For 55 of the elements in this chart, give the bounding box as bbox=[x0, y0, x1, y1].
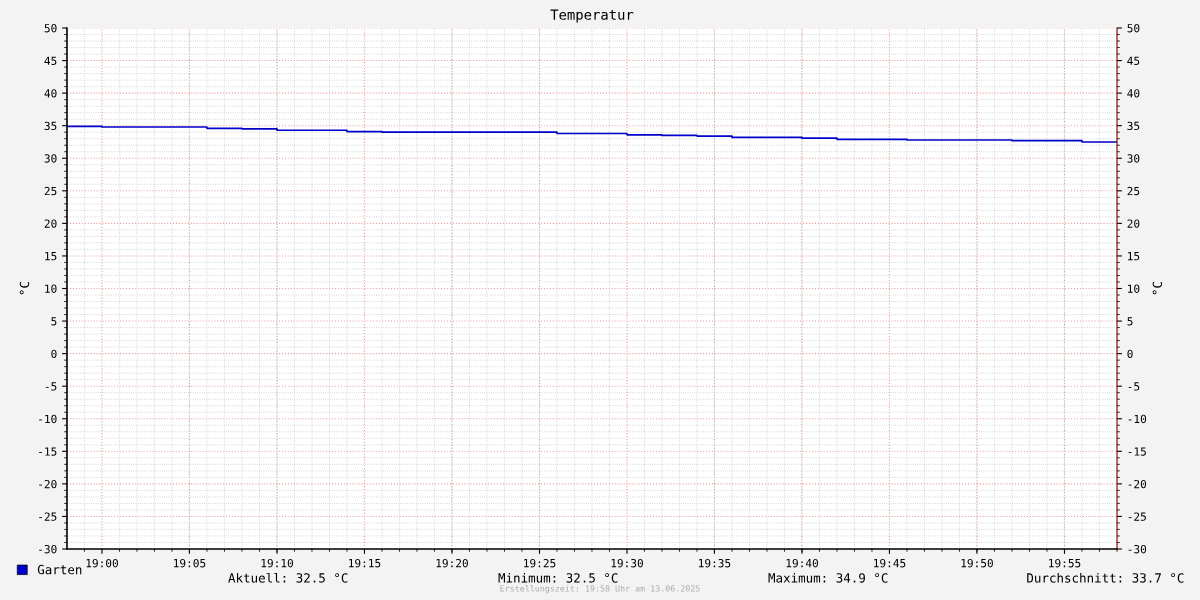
y-tick-label: 50 bbox=[44, 24, 57, 33]
y-tick-label: -20 bbox=[39, 479, 57, 489]
chart-title: Temperatur bbox=[550, 9, 634, 23]
y-tick-label: -25 bbox=[39, 512, 57, 521]
y-tick-label: 15 bbox=[45, 252, 57, 261]
x-tick-label: 19:50 bbox=[961, 558, 993, 568]
y2-tick-label: 15 bbox=[1128, 252, 1140, 261]
y-tick-label: 35 bbox=[44, 121, 57, 131]
text: Aktuell: 32.5 °C bbox=[228, 572, 348, 583]
x-tick-label: 19:10 bbox=[261, 558, 293, 568]
legend-label: Garten bbox=[37, 564, 82, 575]
y-tick-label: 0 bbox=[51, 349, 57, 359]
y2-tick-label: -20 bbox=[1128, 479, 1147, 489]
y2-tick-label: 5 bbox=[1127, 317, 1133, 326]
y2-tick-label: 30 bbox=[1127, 154, 1140, 163]
y-tick-label: 30 bbox=[44, 154, 57, 163]
y-tick-label: 40 bbox=[44, 89, 57, 98]
x-tick-label: 19:05 bbox=[174, 558, 206, 568]
y2-tick-label: -10 bbox=[1128, 414, 1147, 424]
y-tick-label: 5 bbox=[51, 317, 57, 326]
text: Durchschnitt: 33.7 °C bbox=[1027, 572, 1184, 583]
x-tick-label: 19:00 bbox=[86, 558, 118, 568]
text: Minimum: 32.5 °C bbox=[498, 572, 618, 583]
y-tick-label: -15 bbox=[39, 447, 57, 456]
y2-tick-label: -5 bbox=[1128, 382, 1140, 391]
text: Maximum: 34.9 °C bbox=[768, 572, 888, 583]
y2-axis-title: °C bbox=[1152, 281, 1163, 295]
x-tick-label: 19:15 bbox=[349, 558, 381, 568]
x-tick-label: 19:30 bbox=[611, 558, 643, 568]
y-axis-title: °C bbox=[19, 281, 30, 295]
y2-tick-label: 50 bbox=[1127, 24, 1140, 33]
y-tick-label: -10 bbox=[39, 414, 57, 424]
text: Erstellungszeit: 19:58 Uhr am 13.06.2025 bbox=[500, 585, 700, 594]
y2-tick-label: 10 bbox=[1128, 284, 1140, 293]
y-tick-label: 25 bbox=[44, 186, 57, 196]
y2-tick-label: 25 bbox=[1127, 186, 1140, 196]
y2-tick-label: 20 bbox=[1127, 219, 1140, 228]
x-tick-label: 19:25 bbox=[524, 558, 556, 568]
y-tick-label: 45 bbox=[44, 56, 57, 65]
y2-tick-label: 35 bbox=[1127, 121, 1140, 131]
y2-tick-label: 45 bbox=[1127, 56, 1140, 65]
y2-tick-label: -15 bbox=[1128, 447, 1146, 456]
y2-tick-label: -25 bbox=[1128, 512, 1146, 521]
y2-tick-label: 40 bbox=[1127, 89, 1140, 98]
y-tick-label: -5 bbox=[45, 382, 57, 391]
y-tick-label: -30 bbox=[39, 545, 57, 554]
x-tick-label: 19:20 bbox=[436, 558, 468, 568]
y-tick-label: 10 bbox=[45, 284, 57, 293]
x-tick-label: 19:35 bbox=[699, 558, 731, 568]
y-tick-label: 20 bbox=[44, 219, 57, 228]
y2-tick-label: -30 bbox=[1128, 545, 1147, 554]
x-tick-label: 19:40 bbox=[786, 558, 818, 568]
x-tick-label: 19:55 bbox=[1049, 558, 1081, 568]
x-tick-label: 19:45 bbox=[874, 558, 906, 568]
y2-tick-label: 0 bbox=[1127, 349, 1133, 359]
